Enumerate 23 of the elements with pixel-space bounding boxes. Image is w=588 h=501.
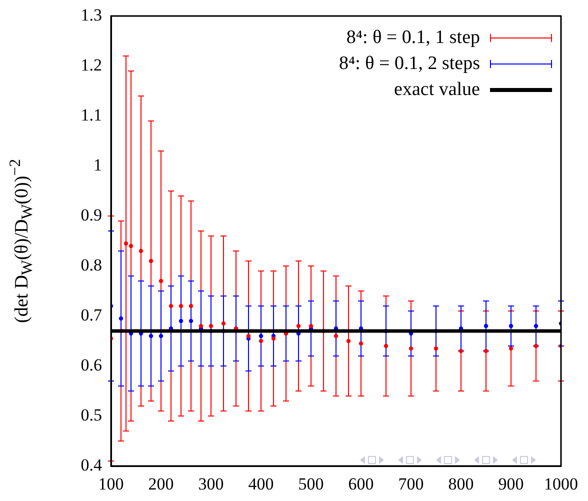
- x-tick-label: 800: [448, 474, 474, 494]
- legend-label: 8⁴: θ = 0.1, 1 step: [346, 26, 480, 50]
- x-tick-label: 500: [298, 474, 324, 494]
- y-tick-label: 1.2: [80, 55, 102, 74]
- legend-label: exact value: [394, 78, 480, 102]
- x-tick-label: 200: [148, 474, 174, 494]
- y-tick-label: 0.9: [80, 205, 102, 224]
- y-tick-label: 1.1: [80, 105, 102, 124]
- y-tick-label: 0.5: [80, 405, 102, 424]
- x-tick-label: 1000: [544, 474, 578, 494]
- x-tick-label: 300: [198, 474, 224, 494]
- y-tick-label: 0.7: [80, 305, 102, 324]
- x-tick-label: 400: [248, 474, 274, 494]
- x-tick-label: 100: [98, 474, 124, 494]
- x-tick-label: 600: [348, 474, 374, 494]
- y-tick-label: 1.3: [80, 5, 102, 24]
- x-tick-label: 900: [498, 474, 524, 494]
- y-tick-label: 0.6: [80, 355, 102, 374]
- y-tick-label: 0.8: [80, 255, 102, 274]
- legend-label: 8⁴: θ = 0.1, 2 steps: [339, 52, 480, 76]
- y-tick-label: 1: [94, 155, 102, 174]
- x-tick-label: 700: [398, 474, 424, 494]
- y-tick-label: 0.4: [80, 455, 102, 474]
